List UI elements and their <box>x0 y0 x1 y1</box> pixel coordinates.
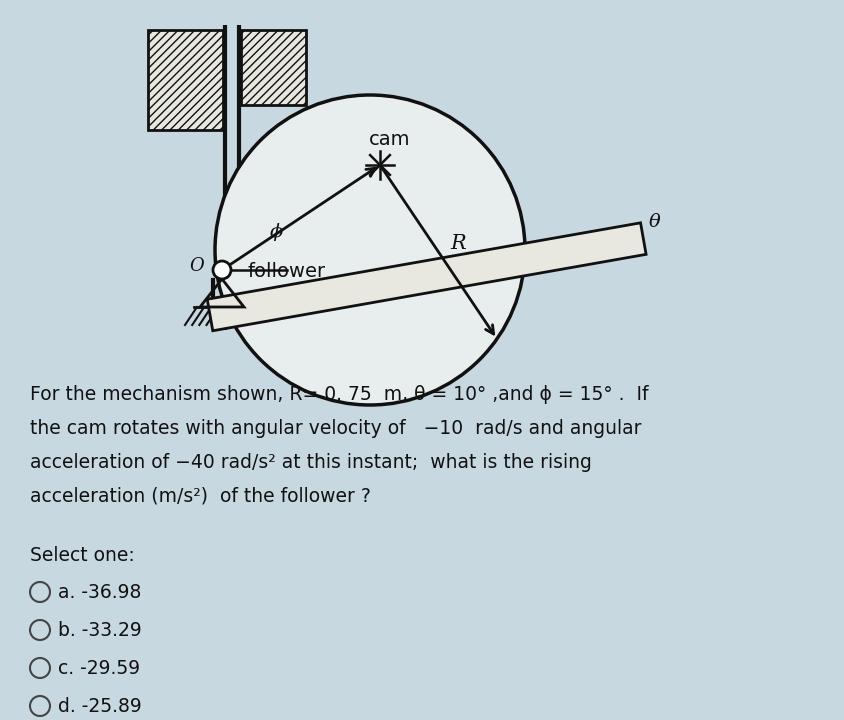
Text: acceleration of −40 rad/s² at this instant;  what is the rising: acceleration of −40 rad/s² at this insta… <box>30 453 592 472</box>
Circle shape <box>213 261 231 279</box>
Circle shape <box>215 95 525 405</box>
Polygon shape <box>208 222 647 330</box>
Text: For the mechanism shown, R= 0. 75  m, θ = 10° ,and ϕ = 15° .  If: For the mechanism shown, R= 0. 75 m, θ =… <box>30 385 648 404</box>
Text: Select one:: Select one: <box>30 546 135 565</box>
Text: c. -29.59: c. -29.59 <box>58 659 140 678</box>
Text: θ: θ <box>648 212 660 230</box>
Text: follower: follower <box>247 262 325 281</box>
Text: the cam rotates with angular velocity of   −10  rad/s and angular: the cam rotates with angular velocity of… <box>30 419 641 438</box>
Text: ϕ: ϕ <box>270 223 284 241</box>
Bar <box>148 30 223 130</box>
Text: R: R <box>451 235 466 253</box>
Text: cam: cam <box>370 130 411 149</box>
Text: b. -33.29: b. -33.29 <box>58 621 142 639</box>
Text: acceleration (m/s²)  of the follower ?: acceleration (m/s²) of the follower ? <box>30 487 371 506</box>
Text: O: O <box>189 257 204 275</box>
Text: d. -25.89: d. -25.89 <box>58 696 142 716</box>
Text: a. -36.98: a. -36.98 <box>58 582 142 601</box>
Bar <box>241 30 306 105</box>
